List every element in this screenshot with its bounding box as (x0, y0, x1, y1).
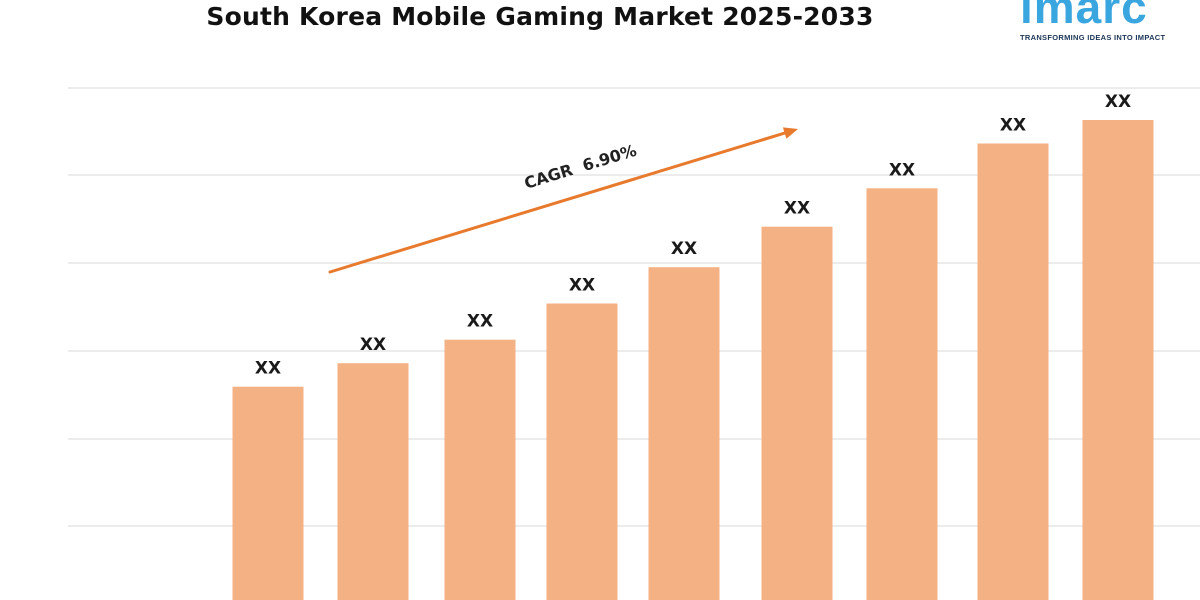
data-label: XX (467, 312, 493, 332)
page-title: South Korea Mobile Gaming Market 2025-20… (206, 2, 874, 31)
bar (977, 143, 1049, 600)
bar (337, 363, 409, 600)
brand-logo: imarc TRANSFORMING IDEAS INTO IMPACT (1010, 0, 1200, 50)
cagr-label: CAGR 6.90% (522, 141, 639, 193)
data-label: XX (1000, 116, 1026, 136)
cagr-arrow-head (782, 127, 798, 139)
data-label: XX (671, 239, 697, 259)
bar (1082, 120, 1154, 600)
data-label: XX (784, 199, 810, 219)
data-label: XX (360, 335, 386, 355)
bar (444, 339, 516, 600)
bars (232, 120, 1154, 600)
bar (232, 386, 304, 600)
cagr-arrow (328, 131, 787, 274)
bar (546, 303, 618, 600)
data-label: XX (255, 359, 281, 379)
data-label: XX (1105, 92, 1131, 112)
brand-logo-text: imarc (1020, 0, 1148, 33)
data-label: XX (569, 276, 595, 296)
cagr-annotation: CAGR 6.90% (328, 127, 798, 274)
brand-tagline: TRANSFORMING IDEAS INTO IMPACT (1020, 33, 1166, 42)
bar (866, 188, 938, 600)
data-labels: XX XX XX XX XX XX XX XX XX (255, 92, 1131, 379)
data-label: XX (889, 160, 915, 180)
bar (648, 267, 720, 600)
bar (761, 226, 833, 600)
